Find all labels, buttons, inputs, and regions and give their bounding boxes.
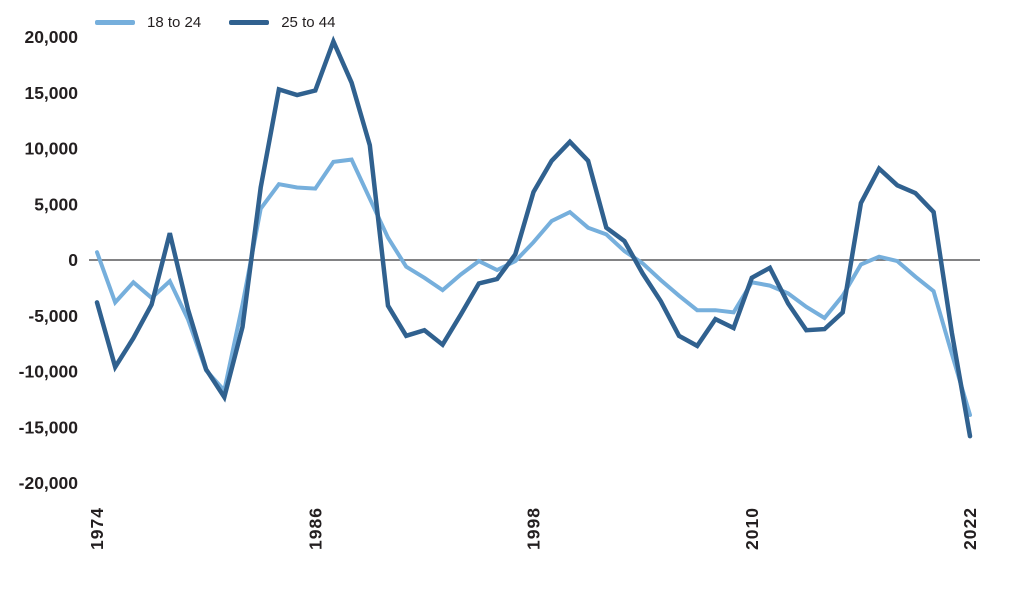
legend-label-18-to-24: 18 to 24: [147, 14, 202, 31]
y-tick-label: 0: [68, 250, 78, 270]
x-tick-label: 2022: [960, 507, 980, 550]
series-line-18-to-24: [95, 157, 972, 417]
series-line-25-to-44: [94, 35, 973, 439]
x-tick-label: 1974: [87, 507, 107, 550]
x-tick-label: 1986: [305, 507, 325, 550]
chart-legend: 18 to 24 25 to 44: [95, 15, 335, 30]
legend-swatch-18-to-24-icon: [95, 20, 135, 25]
legend-item-18-to-24: 18 to 24: [95, 15, 201, 30]
y-tick-label: -15,000: [19, 417, 79, 437]
legend-item-25-to-44: 25 to 44: [229, 15, 335, 30]
y-tick-label: -20,000: [19, 473, 79, 493]
legend-swatch-25-to-44-icon: [229, 20, 270, 25]
y-tick-label: -5,000: [28, 306, 78, 326]
y-tick-label: 20,000: [24, 27, 78, 47]
legend-label-25-to-44: 25 to 44: [281, 14, 336, 31]
y-tick-label: 5,000: [34, 194, 78, 214]
y-tick-label: 10,000: [24, 139, 78, 159]
x-tick-label: 2010: [742, 507, 762, 550]
x-tick-label: 1998: [524, 507, 544, 550]
y-tick-label: -10,000: [19, 362, 79, 382]
y-tick-label: 15,000: [24, 83, 78, 103]
